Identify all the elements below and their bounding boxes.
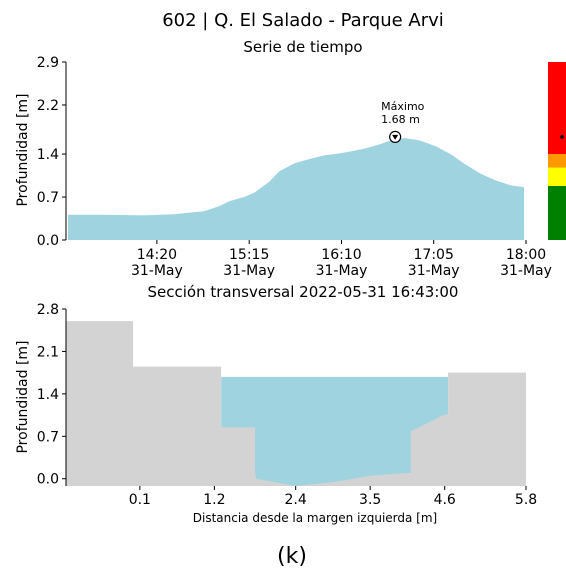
x-tick-date: 31-May bbox=[500, 263, 552, 279]
y-tick-label: 0.7 bbox=[37, 190, 59, 206]
timeseries-title: Serie de tiempo bbox=[243, 38, 362, 56]
cross-section-terrain bbox=[66, 321, 526, 486]
level-band-green bbox=[548, 185, 566, 240]
figure-label: (k) bbox=[277, 544, 307, 569]
x-tick-time: 17:05 bbox=[414, 247, 454, 263]
x-tick-time: 15:15 bbox=[229, 247, 269, 263]
level-band-orange bbox=[548, 154, 566, 168]
x-tick-time: 18:00 bbox=[506, 247, 546, 263]
y-tick-label: 2.8 bbox=[37, 302, 59, 318]
cross-section-x-label: Distancia desde la margen izquierda [m] bbox=[193, 511, 437, 525]
cross-section-y-ticks: 0.0 0.7 1.4 2.1 2.8 bbox=[37, 302, 66, 488]
timeseries-area bbox=[68, 138, 524, 240]
y-tick-label: 1.4 bbox=[37, 387, 59, 403]
timeseries-y-ticks: 0.0 0.7 1.4 2.2 2.9 bbox=[37, 55, 66, 249]
x-tick-time: 14:20 bbox=[137, 247, 177, 263]
x-tick-date: 31-May bbox=[316, 263, 368, 279]
marker-triangle bbox=[392, 134, 399, 140]
level-band-red bbox=[548, 62, 566, 155]
y-tick-label: 2.2 bbox=[37, 98, 59, 114]
timeseries-y-label: Profundidad [m] bbox=[15, 93, 31, 206]
y-tick-label: 1.4 bbox=[37, 147, 59, 163]
timeseries-chart: Serie de tiempo 0.00.71.42.22.9 14:2031-… bbox=[15, 38, 566, 279]
level-band-yellow bbox=[548, 167, 566, 186]
x-tick-date: 31-May bbox=[408, 263, 460, 279]
x-tick-label: 0.1 bbox=[129, 492, 151, 508]
cross-section-title: Sección transversal 2022-05-31 16:43:00 bbox=[148, 283, 459, 301]
cross-section-x-ticks: 0.1 1.2 2.4 3.5 4.6 5.8 bbox=[129, 486, 537, 508]
cross-section-chart: Sección transversal 2022-05-31 16:43:00 … bbox=[15, 283, 537, 525]
x-tick-label: 3.5 bbox=[359, 492, 381, 508]
y-tick-label: 0.0 bbox=[37, 233, 59, 249]
x-tick-date: 31-May bbox=[131, 263, 183, 279]
y-tick-label: 2.9 bbox=[37, 55, 59, 71]
max-annotation-label: Máximo bbox=[381, 100, 425, 113]
level-current-dot bbox=[560, 135, 564, 139]
y-tick-label: 2.1 bbox=[37, 344, 59, 360]
x-tick-date: 31-May bbox=[223, 263, 275, 279]
y-tick-label: 0.7 bbox=[37, 429, 59, 445]
max-annotation-value: 1.68 m bbox=[381, 113, 420, 126]
cross-section-y-label: Profundidad [m] bbox=[15, 340, 31, 453]
figure-title: 602 | Q. El Salado - Parque Arvi bbox=[162, 10, 444, 31]
x-tick-label: 5.8 bbox=[515, 492, 537, 508]
max-annotation: Máximo 1.68 m bbox=[381, 100, 425, 143]
x-tick-label: 1.2 bbox=[203, 492, 225, 508]
y-tick-label: 0.0 bbox=[37, 472, 59, 488]
x-tick-label: 2.4 bbox=[285, 492, 307, 508]
x-tick-time: 16:10 bbox=[321, 247, 361, 263]
cross-section-water bbox=[221, 376, 449, 486]
max-marker-icon bbox=[389, 130, 402, 143]
timeseries-x-ticks: 14:2031-May15:1531-May16:1031-May17:0531… bbox=[131, 240, 552, 279]
x-tick-label: 4.6 bbox=[434, 492, 456, 508]
level-scale-bar bbox=[548, 62, 566, 240]
